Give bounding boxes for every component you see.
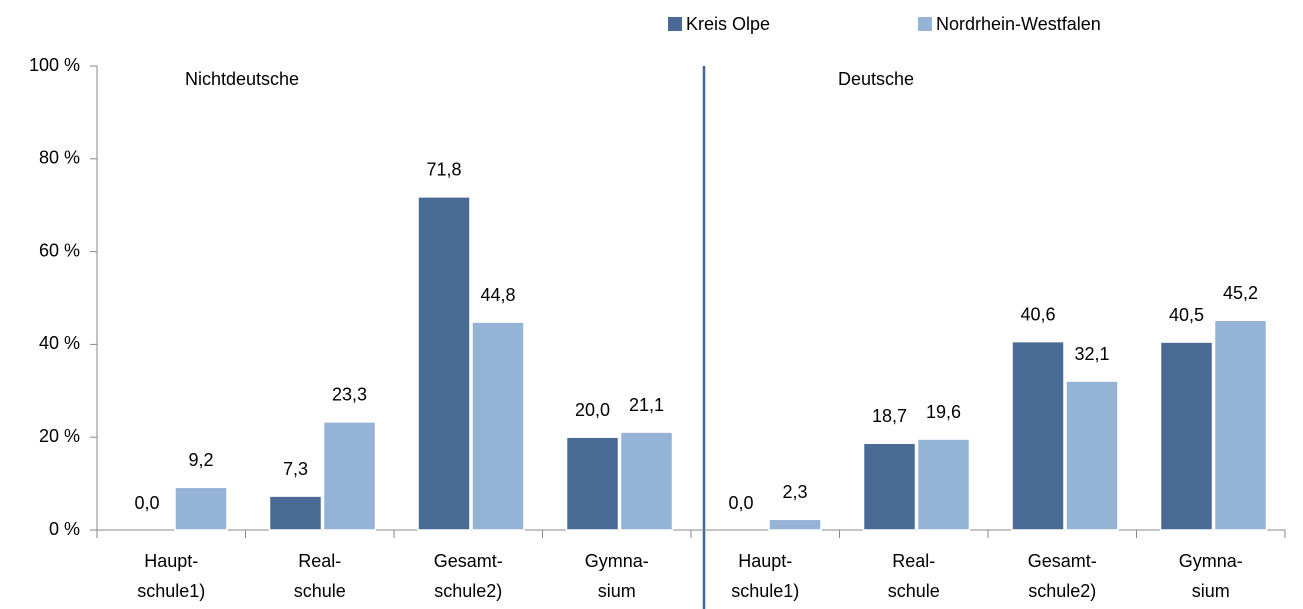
x-tick-label: Real-: [892, 551, 935, 571]
y-tick-label: 40 %: [39, 333, 80, 353]
value-label: 20,0: [575, 400, 610, 420]
x-tick-label: schule2): [1028, 581, 1096, 601]
group-label: Nichtdeutsche: [185, 69, 299, 89]
value-label: 44,8: [480, 285, 515, 305]
x-tick-label: schule2): [434, 581, 502, 601]
value-label: 40,6: [1020, 304, 1055, 324]
bar: [862, 442, 917, 531]
x-tick-label: Real-: [298, 551, 341, 571]
value-label: 32,1: [1074, 344, 1109, 364]
legend-swatch: [918, 17, 932, 31]
value-label: 71,8: [426, 160, 461, 180]
x-tick-label: Haupt-: [738, 551, 792, 571]
y-tick-label: 80 %: [39, 148, 80, 168]
value-label: 45,2: [1223, 283, 1258, 303]
bar: [471, 321, 525, 531]
x-tick-label: schule1): [137, 581, 205, 601]
x-tick-label: schule1): [731, 581, 799, 601]
x-tick-label: sium: [598, 581, 636, 601]
value-label: 7,3: [283, 459, 308, 479]
value-label: 0,0: [728, 493, 753, 513]
bar: [565, 436, 620, 531]
x-tick-label: schule: [888, 581, 940, 601]
x-tick-label: schule: [294, 581, 346, 601]
value-label: 2,3: [782, 482, 807, 502]
bar: [1065, 380, 1119, 531]
y-tick-label: 60 %: [39, 240, 80, 260]
bar: [417, 196, 471, 531]
bar: [268, 495, 323, 531]
bar: [768, 518, 822, 531]
value-label: 9,2: [188, 450, 213, 470]
bar: [1213, 319, 1268, 531]
bar: [174, 486, 228, 531]
bar: [916, 438, 971, 531]
legend-label: Nordrhein-Westfalen: [936, 14, 1101, 34]
value-label: 40,5: [1169, 305, 1204, 325]
value-label: 23,3: [332, 385, 367, 405]
x-tick-label: Gesamt-: [1028, 551, 1097, 571]
group-label: Deutsche: [838, 69, 914, 89]
bar: [1159, 341, 1214, 531]
value-label: 19,6: [926, 402, 961, 422]
x-tick-label: Gesamt-: [434, 551, 503, 571]
bar: [1011, 340, 1065, 531]
y-tick-label: 0 %: [49, 519, 80, 539]
legend-swatch: [668, 17, 682, 31]
x-tick-label: Haupt-: [144, 551, 198, 571]
y-tick-label: 100 %: [29, 55, 80, 75]
bar: [619, 431, 674, 531]
value-label: 18,7: [872, 406, 907, 426]
x-tick-label: Gymna-: [585, 551, 649, 571]
y-tick-label: 20 %: [39, 426, 80, 446]
value-label: 21,1: [629, 395, 664, 415]
legend-label: Kreis Olpe: [686, 14, 770, 34]
x-tick-label: sium: [1192, 581, 1230, 601]
x-tick-label: Gymna-: [1179, 551, 1243, 571]
bar: [322, 421, 377, 531]
value-label: 0,0: [134, 493, 159, 513]
